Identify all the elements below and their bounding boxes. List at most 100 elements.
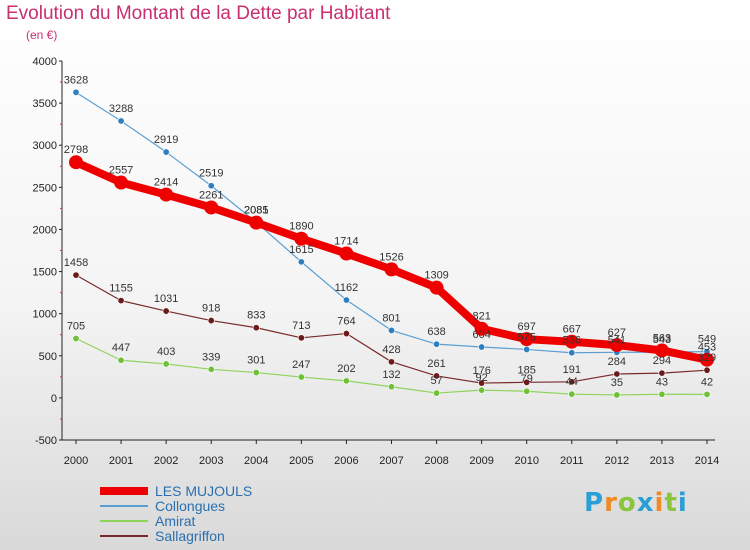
legend-swatch <box>100 535 148 537</box>
data-point <box>478 379 486 387</box>
data-point <box>387 358 395 366</box>
data-label: 821 <box>472 311 490 323</box>
data-point <box>658 369 666 377</box>
data-label: 1714 <box>334 236 358 248</box>
data-label: 403 <box>157 346 175 358</box>
data-point <box>297 334 305 342</box>
y-tick-label: -500 <box>35 435 57 447</box>
x-tick-label: 2014 <box>695 455 719 467</box>
data-label: 541 <box>608 334 626 346</box>
data-point <box>252 324 260 332</box>
y-tick-label: 2500 <box>33 182 57 194</box>
series-sallagriffon <box>72 271 711 387</box>
legend-label: Amirat <box>155 513 196 529</box>
logo-letter: t <box>664 488 678 518</box>
data-point <box>297 258 305 266</box>
data-label: 185 <box>518 364 536 376</box>
data-label: 2557 <box>109 165 133 177</box>
data-point <box>433 340 441 348</box>
data-point <box>429 280 444 295</box>
data-point <box>207 317 215 325</box>
logo-letter: r <box>604 488 618 518</box>
data-point <box>294 231 309 246</box>
data-label: 536 <box>563 335 581 347</box>
data-point <box>162 148 170 156</box>
data-point <box>339 246 354 261</box>
data-point <box>342 296 350 304</box>
data-label: 1615 <box>289 244 313 256</box>
data-label: 2519 <box>199 168 223 180</box>
data-label: 549 <box>698 334 716 346</box>
data-label: 713 <box>292 320 310 332</box>
data-point <box>252 369 260 377</box>
data-point <box>703 366 711 374</box>
data-label: 2919 <box>154 134 178 146</box>
data-label: 1162 <box>335 282 359 294</box>
data-label: 453 <box>698 342 716 354</box>
data-point <box>433 389 441 397</box>
data-label: 35 <box>611 377 623 389</box>
data-label: 1458 <box>64 257 88 269</box>
data-point <box>162 307 170 315</box>
x-tick-label: 2007 <box>379 455 403 467</box>
data-label: 667 <box>563 324 581 336</box>
data-point <box>478 343 486 351</box>
data-point <box>703 390 711 398</box>
data-label: 447 <box>112 342 130 354</box>
legend-item: Sallagriffon <box>100 529 320 544</box>
data-label: 2798 <box>64 144 88 156</box>
data-point <box>117 297 125 305</box>
data-label: 3628 <box>64 74 88 86</box>
y-tick-label: 0 <box>51 393 57 405</box>
data-label: 329 <box>698 352 716 364</box>
data-label: 247 <box>292 359 310 371</box>
data-label: 57 <box>430 375 442 387</box>
data-point <box>700 352 714 367</box>
data-point <box>207 182 215 190</box>
data-point <box>523 387 531 395</box>
x-tick-label: 2004 <box>244 455 268 467</box>
data-point <box>162 360 170 368</box>
data-label: 339 <box>202 351 220 363</box>
data-point <box>474 321 489 336</box>
data-label: 202 <box>337 363 355 375</box>
data-point <box>519 332 534 347</box>
y-tick-label: 1000 <box>33 309 57 321</box>
x-tick-label: 2002 <box>154 455 178 467</box>
data-label: 42 <box>701 376 713 388</box>
data-label: 284 <box>608 356 626 368</box>
data-label: 2085 <box>244 204 268 216</box>
data-label: 2081 <box>244 205 268 217</box>
legend-item: Collongues <box>100 499 320 514</box>
proxiti-logo: Proxiti <box>584 488 688 518</box>
y-tick-label: 3500 <box>33 98 57 110</box>
legend-item: LES MUJOULS <box>100 484 320 499</box>
logo-letter: P <box>584 488 605 518</box>
x-tick-label: 2003 <box>199 455 223 467</box>
data-label: 44 <box>566 376 578 388</box>
data-label: 764 <box>337 316 355 328</box>
data-point <box>613 370 621 378</box>
data-label: 79 <box>521 373 533 385</box>
data-point <box>568 390 576 398</box>
data-point <box>568 378 576 386</box>
data-point <box>654 343 669 358</box>
y-tick-label: 3000 <box>33 140 57 152</box>
logo-letter: i <box>677 488 688 518</box>
legend-label: LES MUJOULS <box>155 483 253 499</box>
data-label: 261 <box>427 358 445 370</box>
data-point <box>207 365 215 373</box>
data-label: 833 <box>247 310 265 322</box>
data-point <box>523 378 531 386</box>
data-point <box>72 335 80 343</box>
x-tick-label: 2013 <box>650 455 674 467</box>
x-tick-label: 2000 <box>64 455 88 467</box>
data-point <box>658 390 666 398</box>
data-label: 1031 <box>154 293 178 305</box>
data-point <box>613 391 621 399</box>
data-label: 294 <box>653 355 671 367</box>
data-point <box>117 356 125 364</box>
data-label: 191 <box>563 364 581 376</box>
legend-swatch <box>100 520 148 522</box>
data-label: 3288 <box>109 103 133 115</box>
